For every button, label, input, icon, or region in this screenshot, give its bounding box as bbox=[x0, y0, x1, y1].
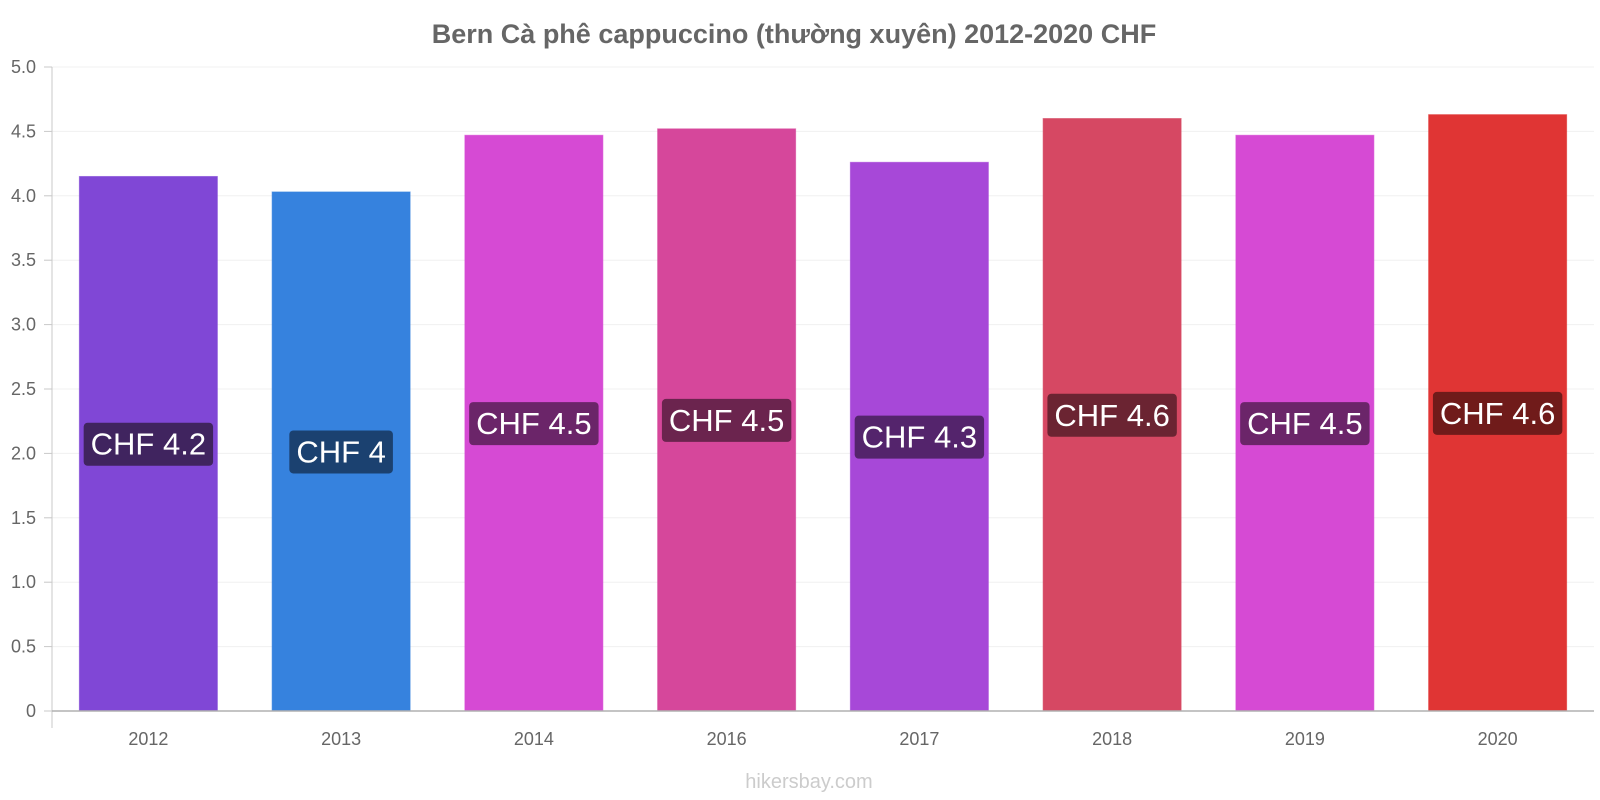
x-axis: 2012 2013 2014 2016 2017 2018 2019 2020 bbox=[52, 710, 1594, 749]
data-label-background bbox=[1240, 402, 1370, 446]
y-tick-label: 2.0 bbox=[11, 443, 36, 463]
y-axis: 0 0.5 1.0 1.5 2.0 2.5 3.0 3.5 4.0 4.5 5.0 bbox=[11, 57, 53, 728]
y-tick-label: 2.5 bbox=[11, 379, 36, 399]
data-label: CHF 4.5 bbox=[476, 406, 591, 441]
y-tick-label: 1.0 bbox=[11, 572, 36, 592]
y-tick-label: 4.5 bbox=[11, 121, 36, 141]
data-label: CHF 4.6 bbox=[1440, 396, 1555, 431]
y-tick-label: 4.0 bbox=[11, 186, 36, 206]
x-tick-label: 2019 bbox=[1285, 729, 1325, 749]
data-label: CHF 4.3 bbox=[862, 420, 977, 455]
x-tick-label: 2014 bbox=[514, 729, 554, 749]
x-tick-label: 2017 bbox=[899, 729, 939, 749]
x-tick-label: 2012 bbox=[128, 729, 168, 749]
data-label: CHF 4.2 bbox=[91, 427, 206, 462]
data-label-background bbox=[289, 430, 393, 474]
data-label: CHF 4.6 bbox=[1054, 398, 1169, 433]
chart-title: Bern Cà phê cappuccino (thường xuyên) 20… bbox=[432, 19, 1156, 49]
y-tick-label: 0.5 bbox=[11, 637, 36, 657]
y-tick-label: 1.5 bbox=[11, 508, 36, 528]
y-tick-label: 3.5 bbox=[11, 250, 36, 270]
watermark: hikersbay.com bbox=[745, 771, 872, 793]
data-label-background bbox=[83, 422, 214, 466]
y-tick-label: 3.0 bbox=[11, 315, 36, 335]
x-tick-label: 2018 bbox=[1092, 729, 1132, 749]
data-label-background bbox=[854, 415, 985, 459]
data-label: CHF 4.5 bbox=[669, 403, 784, 438]
y-tick-label: 5.0 bbox=[11, 57, 36, 77]
data-label-background bbox=[661, 398, 792, 442]
y-tick-label: 0 bbox=[26, 701, 36, 721]
data-label-background bbox=[1047, 393, 1177, 437]
x-tick-label: 2020 bbox=[1478, 729, 1518, 749]
data-labels: CHF 4.2 CHF 4 CHF 4.5 CHF 4.5 CHF 4.3 CHF 4.6… bbox=[83, 391, 1563, 474]
data-label: CHF 4.5 bbox=[1247, 406, 1362, 441]
data-label: CHF 4 bbox=[296, 434, 386, 469]
data-label-background bbox=[469, 402, 599, 446]
x-tick-label: 2013 bbox=[321, 729, 361, 749]
x-tick-label: 2016 bbox=[707, 729, 747, 749]
data-label-background bbox=[1432, 391, 1563, 435]
